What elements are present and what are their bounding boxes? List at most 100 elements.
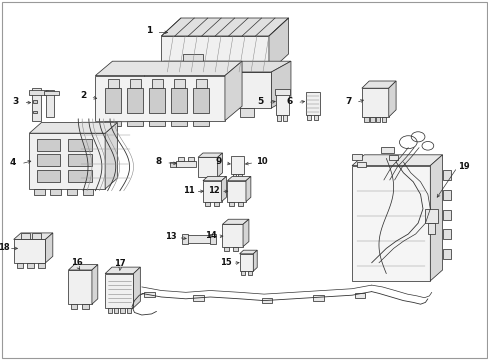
Bar: [239, 254, 253, 271]
Bar: [37, 139, 60, 151]
Bar: [126, 308, 131, 313]
Bar: [312, 295, 323, 301]
Bar: [120, 308, 124, 313]
Bar: [129, 79, 141, 88]
Bar: [361, 88, 388, 117]
Bar: [198, 157, 217, 177]
Bar: [107, 308, 112, 313]
Polygon shape: [253, 250, 257, 271]
Bar: [356, 162, 365, 167]
Polygon shape: [105, 122, 117, 189]
Bar: [82, 189, 93, 195]
Bar: [212, 108, 227, 117]
Bar: [68, 139, 92, 151]
Bar: [37, 170, 60, 182]
Bar: [171, 121, 187, 126]
Bar: [354, 293, 365, 298]
Bar: [68, 170, 92, 182]
Bar: [241, 271, 244, 275]
Text: 5: 5: [257, 97, 263, 106]
Polygon shape: [221, 176, 226, 202]
Bar: [193, 121, 209, 126]
Text: 18: 18: [0, 243, 10, 252]
Bar: [182, 234, 187, 244]
Text: 10: 10: [255, 157, 267, 166]
Bar: [171, 88, 187, 113]
Bar: [388, 155, 397, 160]
Polygon shape: [29, 122, 117, 133]
Bar: [127, 121, 143, 126]
Bar: [229, 202, 234, 206]
Polygon shape: [68, 265, 98, 270]
Text: 14: 14: [205, 231, 217, 240]
Bar: [17, 263, 23, 268]
Bar: [71, 304, 77, 309]
Bar: [95, 76, 224, 121]
Bar: [204, 202, 209, 206]
Polygon shape: [14, 233, 53, 239]
Bar: [44, 91, 59, 95]
Polygon shape: [161, 18, 288, 36]
Bar: [37, 154, 60, 166]
Polygon shape: [217, 153, 222, 177]
Bar: [427, 223, 434, 234]
Bar: [232, 174, 236, 178]
Bar: [239, 108, 254, 117]
Bar: [170, 162, 176, 167]
Bar: [29, 133, 105, 189]
Bar: [34, 189, 45, 195]
Polygon shape: [361, 81, 395, 88]
Bar: [66, 189, 77, 195]
Bar: [364, 117, 368, 122]
Polygon shape: [243, 219, 248, 247]
Bar: [305, 92, 320, 115]
Bar: [283, 115, 286, 121]
Polygon shape: [198, 153, 222, 157]
Bar: [27, 263, 34, 268]
Bar: [231, 156, 243, 174]
Bar: [224, 247, 228, 251]
Bar: [213, 202, 218, 206]
Text: 4: 4: [9, 158, 16, 167]
Text: 9: 9: [215, 157, 222, 166]
Polygon shape: [222, 219, 248, 224]
Bar: [178, 157, 184, 161]
Bar: [33, 100, 37, 103]
Polygon shape: [239, 250, 257, 254]
Polygon shape: [429, 155, 442, 281]
Bar: [351, 166, 429, 281]
Polygon shape: [45, 233, 53, 263]
Bar: [351, 154, 361, 160]
Text: 8: 8: [156, 157, 162, 166]
Bar: [107, 79, 119, 88]
Bar: [144, 72, 271, 108]
Bar: [21, 233, 30, 239]
Polygon shape: [133, 267, 140, 308]
Bar: [188, 157, 194, 161]
Text: 12: 12: [208, 186, 220, 195]
Text: 19: 19: [457, 162, 468, 171]
Bar: [193, 88, 209, 113]
Bar: [306, 115, 310, 120]
Bar: [277, 115, 281, 121]
Bar: [68, 154, 92, 166]
Bar: [161, 36, 268, 72]
Bar: [274, 89, 289, 95]
Polygon shape: [268, 18, 288, 72]
Bar: [151, 79, 163, 88]
Bar: [46, 90, 54, 117]
Bar: [32, 88, 41, 121]
Bar: [442, 229, 450, 239]
Bar: [105, 121, 121, 126]
Polygon shape: [203, 176, 226, 181]
Text: 2: 2: [80, 91, 86, 100]
Text: 16: 16: [71, 258, 83, 266]
Bar: [32, 233, 41, 239]
Text: 11: 11: [183, 186, 194, 195]
Polygon shape: [227, 176, 250, 181]
Bar: [381, 117, 386, 122]
Bar: [127, 88, 143, 113]
Bar: [105, 274, 133, 308]
Polygon shape: [95, 61, 242, 76]
Text: 1: 1: [146, 26, 152, 35]
